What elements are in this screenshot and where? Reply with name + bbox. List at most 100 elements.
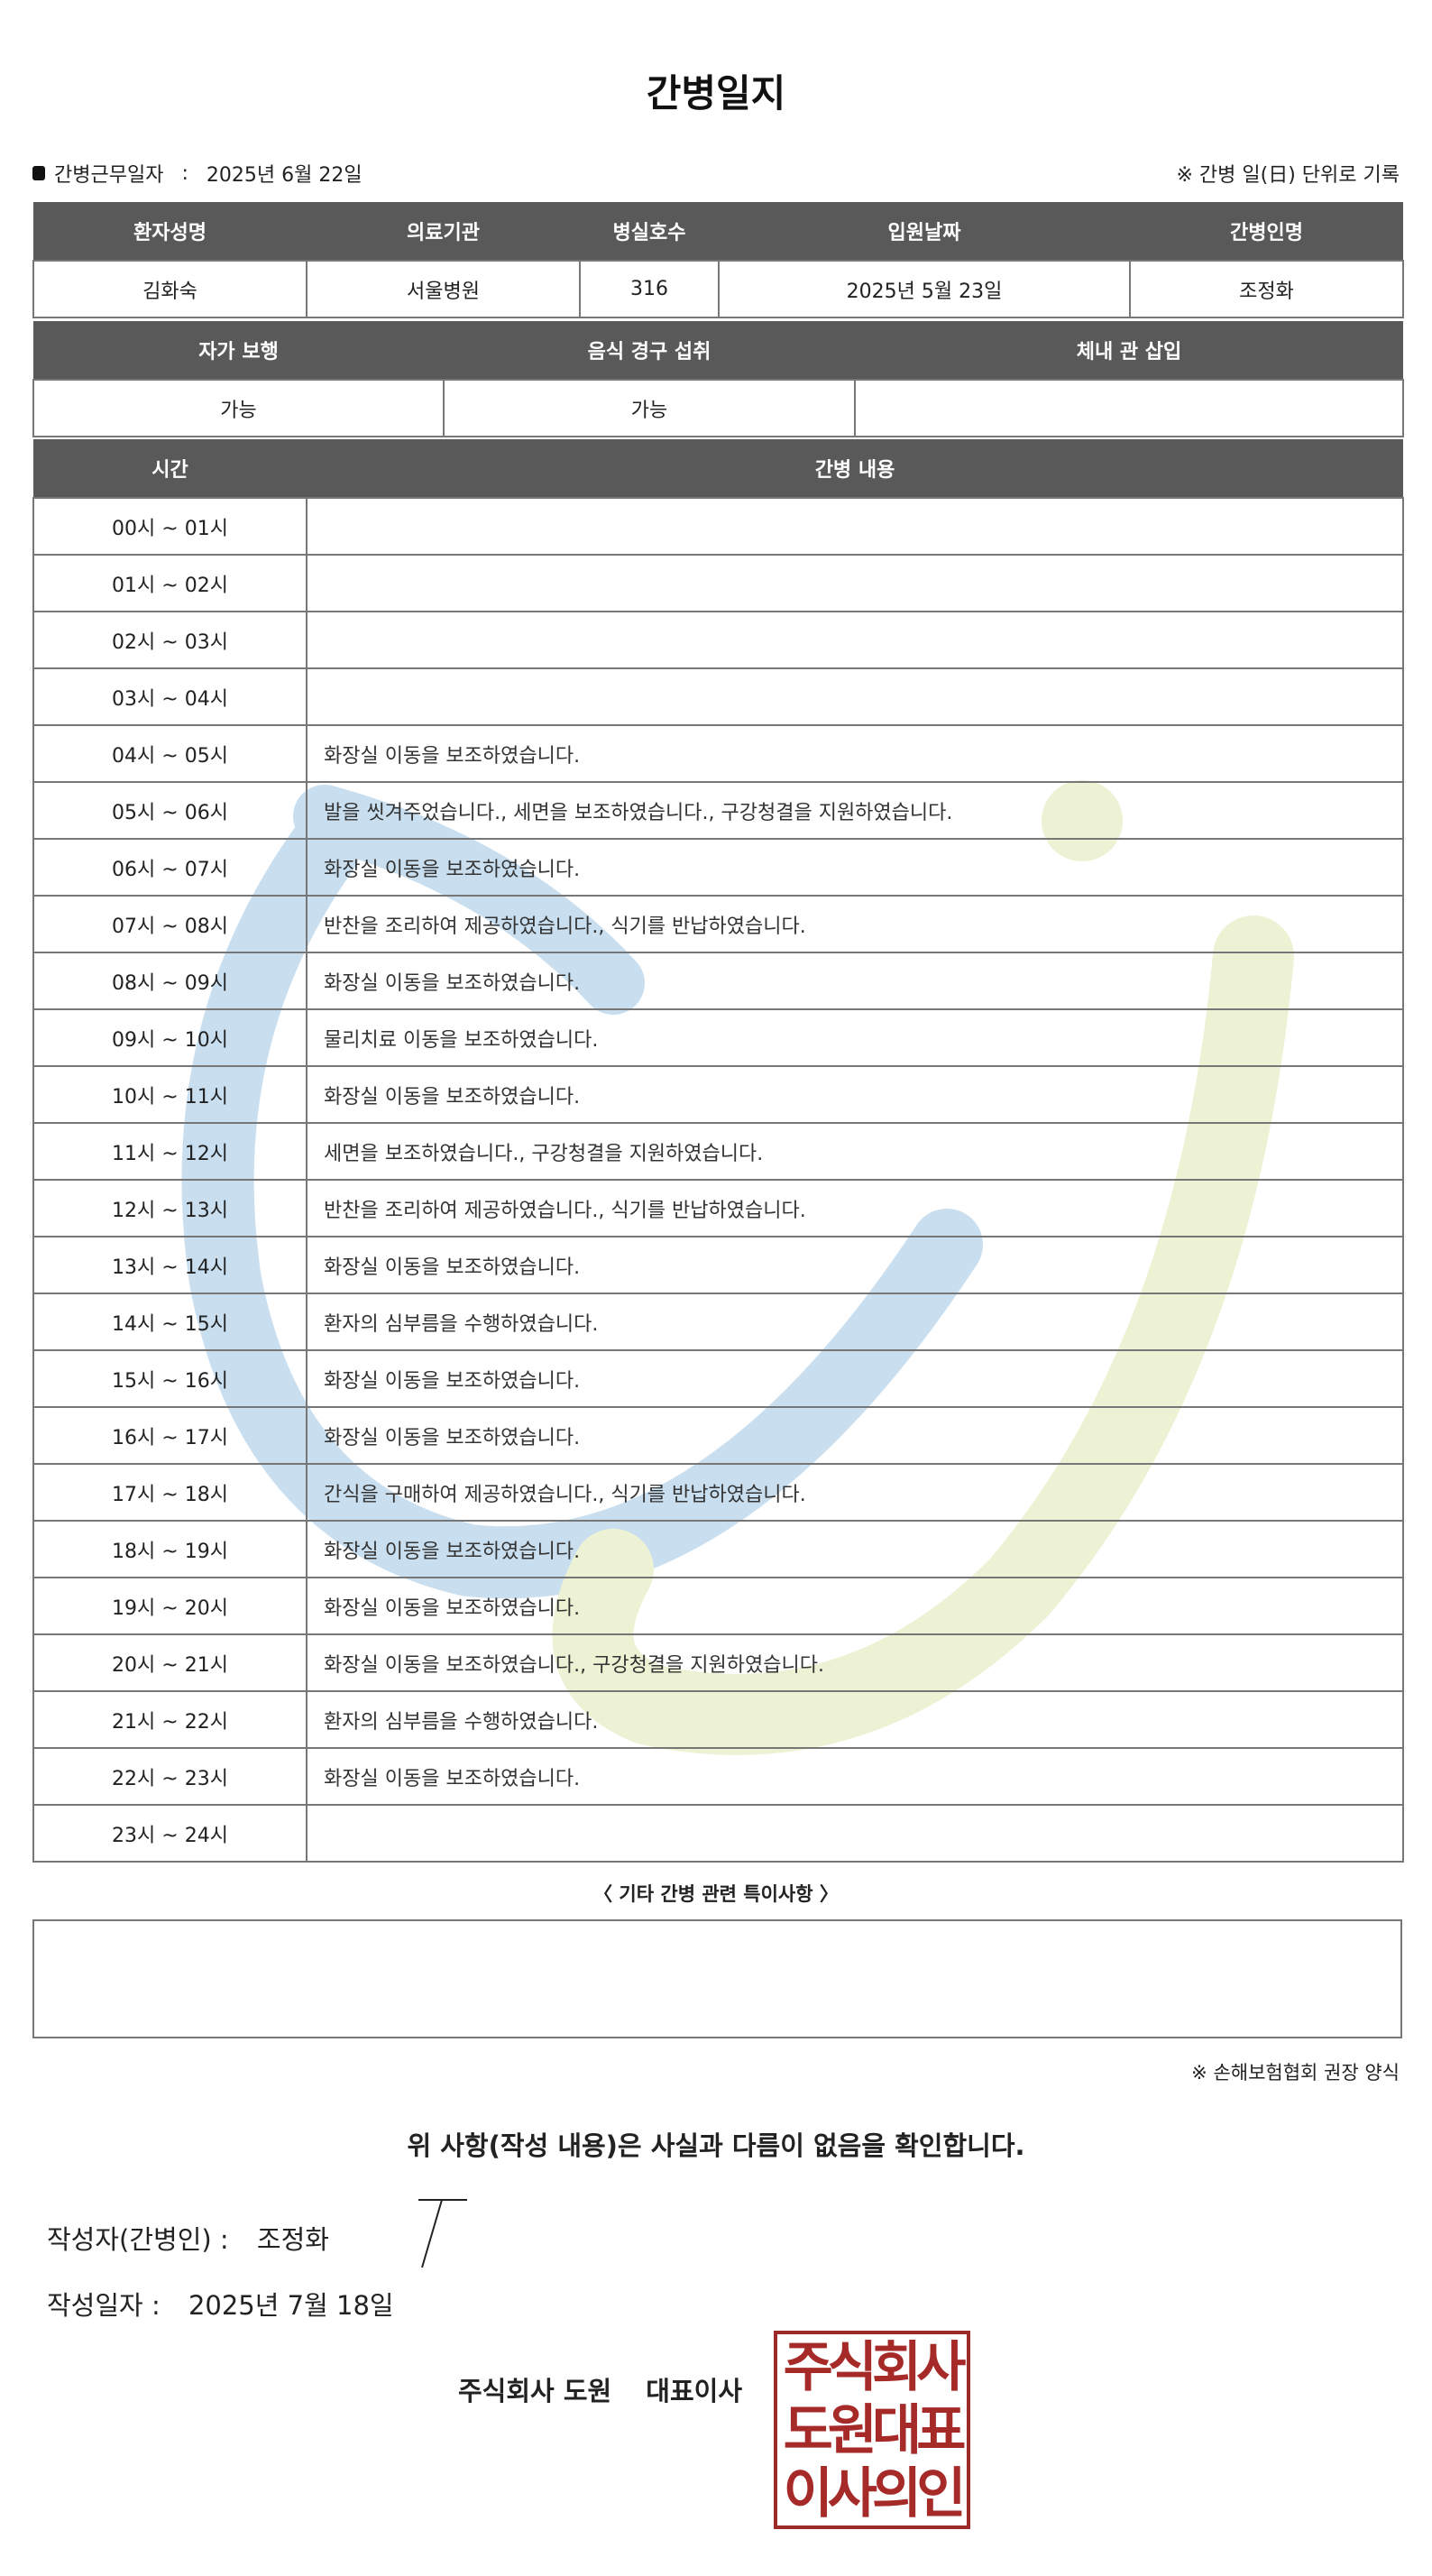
signature bbox=[418, 2199, 467, 2268]
stamp-line: 주식회사 bbox=[783, 2336, 967, 2399]
header-content: 간병 내용 bbox=[307, 439, 1403, 498]
care-content-cell: 화장실 이동을 보조하였습니다., 구강청결을 지원하였습니다. bbox=[306, 1633, 1404, 1692]
header-hospital: 의료기관 bbox=[307, 202, 580, 261]
time-cell: 21시 ~ 22시 bbox=[32, 1690, 308, 1749]
caregiver-name: 조정화 bbox=[1129, 260, 1404, 318]
table-row: 김화숙 서울병원 316 2025년 5월 23일 조정화 bbox=[32, 260, 1404, 318]
header-patient-name: 환자성명 bbox=[33, 202, 307, 261]
header-caregiver: 간병인명 bbox=[1130, 202, 1403, 261]
care-content-cell: 화장실 이동을 보조하였습니다. bbox=[306, 952, 1404, 1010]
care-content-cell: 화장실 이동을 보조하였습니다. bbox=[306, 1065, 1404, 1124]
table-row: 09시 ~ 10시 물리치료 이동을 보조하였습니다. bbox=[32, 1008, 1404, 1067]
special-notes-box bbox=[32, 1919, 1402, 2038]
care-content-cell: 반찬을 조리하여 제공하였습니다., 식기를 반납하였습니다. bbox=[306, 895, 1404, 953]
oral-intake-status: 가능 bbox=[443, 379, 856, 437]
table-row: 13시 ~ 14시 화장실 이동을 보조하였습니다. bbox=[32, 1236, 1404, 1294]
company-line: 주식회사 도원 대표이사 bbox=[458, 2370, 742, 2408]
stamp-line: 이사의인 bbox=[783, 2462, 967, 2525]
care-content-cell bbox=[306, 611, 1404, 669]
time-cell: 00시 ~ 01시 bbox=[32, 497, 308, 556]
work-date: 2025년 6월 22일 bbox=[206, 164, 363, 187]
table-row: 05시 ~ 06시 발을 씻겨주었습니다., 세면을 보조하였습니다., 구강청결… bbox=[32, 781, 1404, 840]
written-date-line: 작성일자 : 2025년 7월 18일 bbox=[47, 2285, 394, 2323]
square-bullet-icon bbox=[32, 166, 45, 180]
representative-title: 대표이사 bbox=[646, 2376, 743, 2406]
header-time: 시간 bbox=[33, 439, 307, 498]
table-row: 18시 ~ 19시 화장실 이동을 보조하였습니다. bbox=[32, 1520, 1404, 1578]
table-row: 11시 ~ 12시 세면을 보조하였습니다., 구강청결을 지원하였습니다. bbox=[32, 1122, 1404, 1181]
confirmation-statement: 위 사항(작성 내용)은 사실과 다름이 없음을 확인합니다. bbox=[407, 2130, 1025, 2161]
time-cell: 01시 ~ 02시 bbox=[32, 554, 308, 612]
care-content-cell: 화장실 이동을 보조하였습니다. bbox=[306, 1236, 1404, 1294]
time-cell: 04시 ~ 05시 bbox=[32, 724, 308, 783]
care-content-cell: 간식을 구매하여 제공하였습니다., 식기를 반납하였습니다. bbox=[306, 1463, 1404, 1522]
table-row: 14시 ~ 15시 환자의 심부름을 수행하였습니다. bbox=[32, 1293, 1404, 1351]
table-row: 23시 ~ 24시 bbox=[32, 1804, 1404, 1863]
patient-status-table: 자가 보행 음식 경구 섭취 체내 관 삽입 가능 가능 bbox=[32, 321, 1404, 437]
time-cell: 12시 ~ 13시 bbox=[32, 1179, 308, 1237]
time-cell: 06시 ~ 07시 bbox=[32, 838, 308, 897]
care-content-cell: 화장실 이동을 보조하였습니다. bbox=[306, 1520, 1404, 1578]
separator: : bbox=[181, 161, 188, 185]
table-row: 19시 ~ 20시 화장실 이동을 보조하였습니다. bbox=[32, 1577, 1404, 1635]
care-content-cell: 반찬을 조리하여 제공하였습니다., 식기를 반납하였습니다. bbox=[306, 1179, 1404, 1237]
table-header-row: 자가 보행 음식 경구 섭취 체내 관 삽입 bbox=[33, 321, 1403, 380]
hospital: 서울병원 bbox=[306, 260, 581, 318]
time-cell: 09시 ~ 10시 bbox=[32, 1008, 308, 1067]
table-row: 02시 ~ 03시 bbox=[32, 611, 1404, 669]
care-log-table: 시간 간병 내용 00시 ~ 01시 01시 ~ 02시 02시 ~ 03시 03시 … bbox=[32, 439, 1404, 1863]
care-content-cell: 화장실 이동을 보조하였습니다. bbox=[306, 1747, 1404, 1806]
work-date-info: 간병근무일자 : 2025년 6월 22일 bbox=[32, 159, 363, 188]
header-oral-intake: 음식 경구 섭취 bbox=[444, 321, 855, 380]
walking-status: 가능 bbox=[32, 379, 445, 437]
care-content-cell: 화장실 이동을 보조하였습니다. bbox=[306, 724, 1404, 783]
company-name: 주식회사 도원 bbox=[458, 2376, 612, 2406]
patient-info-table: 환자성명 의료기관 병실호수 입원날짜 간병인명 김화숙 서울병원 316 20… bbox=[32, 202, 1404, 318]
table-row: 17시 ~ 18시 간식을 구매하여 제공하였습니다., 식기를 반납하였습니다. bbox=[32, 1463, 1404, 1522]
care-content-cell: 화장실 이동을 보조하였습니다. bbox=[306, 1406, 1404, 1465]
table-row: 08시 ~ 09시 화장실 이동을 보조하였습니다. bbox=[32, 952, 1404, 1010]
care-content-cell: 물리치료 이동을 보조하였습니다. bbox=[306, 1008, 1404, 1067]
time-cell: 17시 ~ 18시 bbox=[32, 1463, 308, 1522]
table-row: 04시 ~ 05시 화장실 이동을 보조하였습니다. bbox=[32, 724, 1404, 783]
table-header-row: 환자성명 의료기관 병실호수 입원날짜 간병인명 bbox=[33, 202, 1403, 261]
table-row: 10시 ~ 11시 화장실 이동을 보조하였습니다. bbox=[32, 1065, 1404, 1124]
work-date-label: 간병근무일자 bbox=[54, 164, 164, 187]
time-cell: 11시 ~ 12시 bbox=[32, 1122, 308, 1181]
table-header-row: 시간 간병 내용 bbox=[33, 439, 1403, 498]
time-cell: 18시 ~ 19시 bbox=[32, 1520, 308, 1578]
time-cell: 07시 ~ 08시 bbox=[32, 895, 308, 953]
header-walking: 자가 보행 bbox=[33, 321, 444, 380]
care-content-cell: 발을 씻겨주었습니다., 세면을 보조하였습니다., 구강청결을 지원하였습니다… bbox=[306, 781, 1404, 840]
time-cell: 20시 ~ 21시 bbox=[32, 1633, 308, 1692]
care-content-cell: 화장실 이동을 보조하였습니다. bbox=[306, 1577, 1404, 1635]
care-content-cell bbox=[306, 1804, 1404, 1863]
writer-label: 작성자(간병인) : bbox=[47, 2224, 229, 2255]
table-row: 03시 ~ 04시 bbox=[32, 667, 1404, 726]
time-cell: 08시 ~ 09시 bbox=[32, 952, 308, 1010]
admission-date: 2025년 5월 23일 bbox=[718, 260, 1131, 318]
time-cell: 02시 ~ 03시 bbox=[32, 611, 308, 669]
table-row: 21시 ~ 22시 환자의 심부름을 수행하였습니다. bbox=[32, 1690, 1404, 1749]
table-row: 22시 ~ 23시 화장실 이동을 보조하였습니다. bbox=[32, 1747, 1404, 1806]
written-date-label: 작성일자 : bbox=[47, 2290, 161, 2321]
time-cell: 23시 ~ 24시 bbox=[32, 1804, 308, 1863]
header-room: 병실호수 bbox=[580, 202, 719, 261]
header-admission-date: 입원날짜 bbox=[719, 202, 1130, 261]
table-row: 가능 가능 bbox=[32, 379, 1404, 437]
care-content-cell: 환자의 심부름을 수행하였습니다. bbox=[306, 1690, 1404, 1749]
writer-line: 작성자(간병인) : 조정화 bbox=[47, 2219, 329, 2257]
tube-status bbox=[854, 379, 1404, 437]
care-content-cell: 화장실 이동을 보조하였습니다. bbox=[306, 838, 1404, 897]
company-seal-stamp: 주식회사 도원대표 이사의인 bbox=[774, 2331, 970, 2529]
time-cell: 10시 ~ 11시 bbox=[32, 1065, 308, 1124]
time-cell: 16시 ~ 17시 bbox=[32, 1406, 308, 1465]
page-title: 간병일지 bbox=[646, 71, 786, 115]
care-content-cell bbox=[306, 554, 1404, 612]
time-cell: 13시 ~ 14시 bbox=[32, 1236, 308, 1294]
time-cell: 15시 ~ 16시 bbox=[32, 1349, 308, 1408]
care-content-cell: 화장실 이동을 보조하였습니다. bbox=[306, 1349, 1404, 1408]
writer-name: 조정화 bbox=[256, 2224, 329, 2255]
time-cell: 14시 ~ 15시 bbox=[32, 1293, 308, 1351]
table-row: 00시 ~ 01시 bbox=[32, 497, 1404, 556]
